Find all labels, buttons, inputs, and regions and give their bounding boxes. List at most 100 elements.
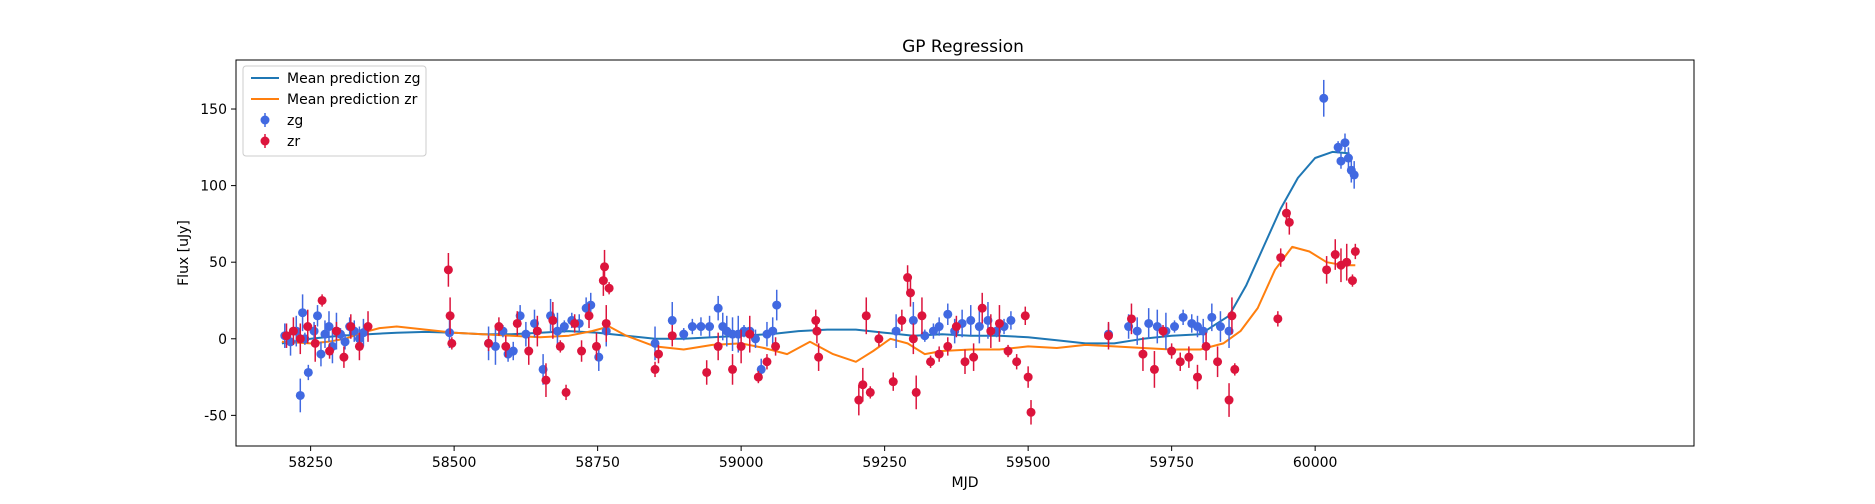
zg-marker [667, 315, 677, 325]
zr-point [1167, 343, 1177, 359]
zg-marker [768, 326, 778, 336]
zg-marker [891, 326, 901, 336]
zr-marker [346, 322, 356, 332]
zr-marker [317, 295, 327, 305]
zg-point [891, 314, 901, 348]
zr-marker [1284, 217, 1294, 227]
zg-marker [1170, 322, 1180, 332]
zr-marker [736, 341, 746, 351]
zr-marker [325, 346, 335, 356]
zr-marker [960, 357, 970, 367]
zg-point [559, 320, 569, 333]
zr-marker [295, 334, 305, 344]
zr-marker [650, 364, 660, 374]
zg-marker [340, 337, 350, 347]
zr-point [951, 315, 961, 338]
y-tick-label: 50 [209, 255, 227, 271]
zr-marker [728, 364, 738, 374]
zr-point [897, 309, 907, 332]
zr-point [1350, 243, 1360, 260]
x-tick-label: 59000 [719, 455, 764, 471]
y-tick-label: 0 [218, 332, 227, 348]
zg-marker [696, 322, 706, 332]
zr-point [1126, 303, 1136, 335]
zr-marker [501, 341, 511, 351]
zr-marker [905, 288, 915, 298]
zr-point [354, 332, 364, 361]
zg-point [934, 317, 944, 336]
legend-entry: Mean prediction zr [251, 92, 418, 108]
zr-marker [447, 338, 457, 348]
zr-point [1158, 324, 1168, 338]
zr-point [1227, 297, 1237, 335]
zr-marker [484, 338, 494, 348]
zr-point [445, 297, 455, 335]
zr-point [762, 354, 772, 370]
zg-point [679, 328, 689, 341]
zg-point [1170, 320, 1180, 333]
zr-point [1201, 332, 1211, 361]
zr-point [512, 311, 522, 336]
zr-marker [1347, 276, 1357, 286]
zr-marker [926, 357, 936, 367]
zr-marker [917, 311, 927, 321]
zg-marker [934, 322, 944, 332]
zg-point [324, 311, 334, 342]
zr-point [854, 384, 864, 416]
zr-point [532, 315, 542, 347]
zr-point [908, 323, 918, 355]
zr-marker [494, 322, 504, 332]
zg-point [696, 317, 706, 336]
zr-marker [911, 387, 921, 397]
zr-point [1026, 400, 1036, 425]
zg-marker [687, 322, 697, 332]
zr-point [1273, 311, 1283, 327]
zr-point [650, 361, 660, 378]
legend-label: Mean prediction zg [287, 71, 421, 87]
zg-marker [1006, 315, 1016, 325]
zr-point [1012, 354, 1022, 370]
zr-marker [1126, 314, 1136, 324]
zr-point [771, 337, 781, 356]
zr-marker [548, 315, 558, 325]
zr-marker [861, 311, 871, 321]
plot-frame [235, 59, 1695, 447]
zr-point [969, 343, 979, 371]
zr-point [1276, 248, 1286, 267]
zr-marker [977, 303, 987, 313]
zg-marker [309, 326, 319, 336]
zr-point [960, 349, 970, 375]
zg-point [1207, 303, 1217, 332]
zr-marker [1138, 349, 1148, 359]
zr-marker [570, 318, 580, 328]
zr-point [814, 343, 824, 371]
zg-point [546, 298, 556, 333]
zr-marker [331, 326, 341, 336]
zr-marker [908, 334, 918, 344]
zr-marker [897, 315, 907, 325]
zg-point [340, 334, 350, 350]
zr-point [577, 340, 587, 362]
zr-marker [667, 331, 677, 341]
zg-marker [1144, 318, 1154, 328]
zg-point [521, 321, 531, 347]
zg-marker [1207, 312, 1217, 322]
zr-point [934, 346, 944, 362]
zr-marker [1230, 364, 1240, 374]
zr-marker [282, 331, 292, 341]
legend-label: zg [287, 113, 303, 129]
x-tick-label: 60000 [1293, 455, 1338, 471]
zr-marker [524, 346, 534, 356]
zr-point [911, 375, 921, 410]
y-tick-label: 150 [200, 102, 227, 118]
zg-point [772, 289, 782, 321]
y-tick-label: 100 [200, 179, 227, 195]
zr-marker [943, 341, 953, 351]
zr-point [1184, 346, 1194, 368]
zr-point [1284, 210, 1294, 235]
zg-marker [1178, 312, 1188, 322]
zr-point [494, 317, 504, 336]
zg-marker [316, 349, 326, 359]
zr-point [591, 332, 601, 361]
